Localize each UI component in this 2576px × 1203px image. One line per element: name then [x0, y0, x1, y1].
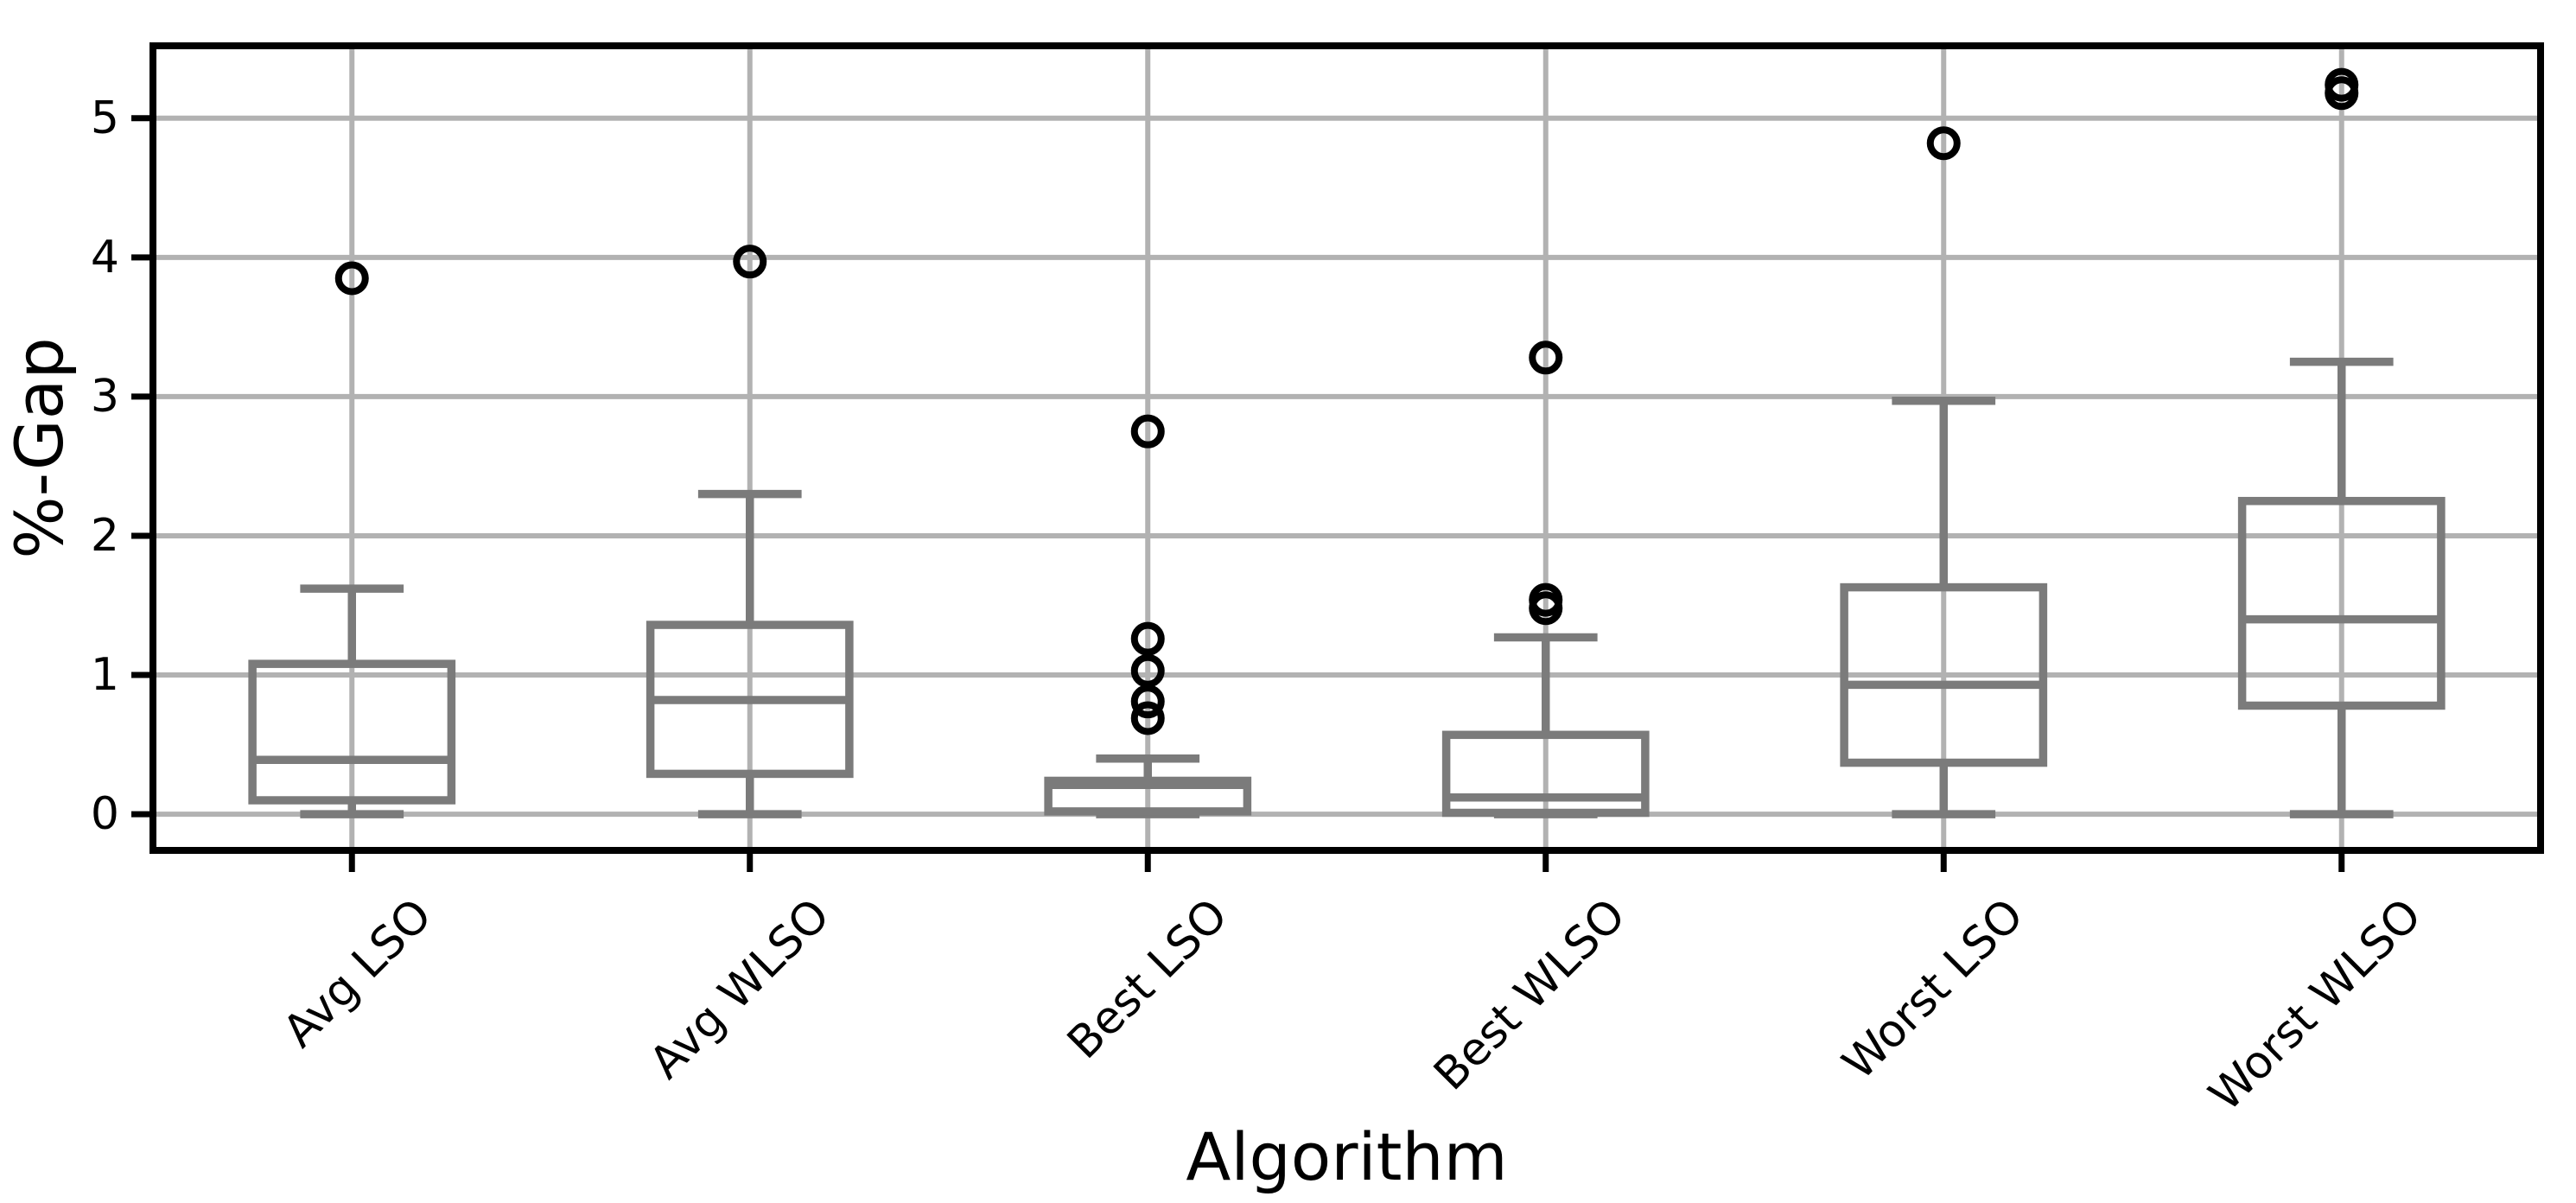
grid-lines — [153, 46, 2541, 850]
outlier-point — [2325, 67, 2359, 102]
axes-spines — [149, 42, 2544, 854]
outlier-point — [1529, 341, 1563, 375]
outlier-point — [334, 261, 369, 296]
y-axis-title: %-Gap — [1, 337, 78, 558]
y-tick-label: 0 — [91, 788, 119, 840]
outlier-point — [733, 245, 767, 279]
y-tick-label: 3 — [91, 371, 119, 423]
outlier-point — [1130, 701, 1165, 735]
iqr-box — [1044, 776, 1252, 816]
box-group-avg-wlso — [646, 245, 854, 818]
y-tick-label: 2 — [91, 510, 119, 562]
iqr-box — [248, 659, 456, 805]
box-group-best-wlso — [1441, 341, 1650, 818]
y-tick-label: 1 — [91, 649, 119, 701]
iqr-box — [1840, 582, 2048, 767]
y-tick-label: 4 — [91, 232, 119, 283]
outlier-point — [1529, 582, 1563, 617]
outlier-point — [1130, 414, 1165, 449]
box-group-best-lso — [1044, 414, 1252, 818]
box-group-avg-lso — [248, 261, 456, 818]
box-group-worst-wlso — [2237, 67, 2446, 818]
outlier-point — [1130, 653, 1165, 688]
iqr-box — [2237, 496, 2446, 710]
x-axis-title: Algorithm — [1186, 1118, 1507, 1195]
box-group-worst-lso — [1840, 126, 2048, 818]
y-axis: 0 1 2 3 4 5 — [91, 92, 153, 840]
y-tick-label: 5 — [91, 92, 119, 144]
plot-border — [149, 42, 2544, 854]
iqr-box — [1441, 730, 1650, 818]
outlier-point — [1130, 621, 1165, 656]
outlier-point — [1130, 684, 1165, 719]
outlier-point — [1926, 126, 1961, 161]
